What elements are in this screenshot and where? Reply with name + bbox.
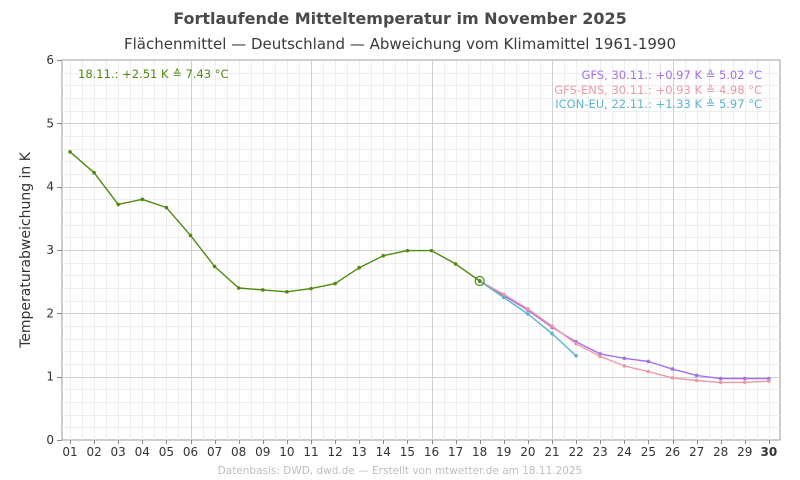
- y-axis: 0 1 2 3 4 5 6: [46, 53, 62, 447]
- x-tick-label: 01: [62, 445, 77, 459]
- x-tick-label: 22: [568, 445, 583, 459]
- data-point-gfs-ens: [670, 376, 675, 380]
- x-tick-label: 14: [376, 445, 391, 459]
- data-point-gfs: [598, 352, 602, 356]
- x-tick-label: 15: [400, 445, 415, 459]
- annotation-current: 18.11.: +2.51 K ≙ 7.43 °C: [78, 67, 229, 81]
- y-tick-label: 0: [46, 433, 54, 447]
- x-tick-label: 23: [593, 445, 608, 459]
- data-point-beobachtung: [357, 265, 362, 270]
- x-tick-label: 13: [352, 445, 367, 459]
- x-tick-label: 04: [135, 445, 150, 459]
- chart-title: Fortlaufende Mitteltemperatur im Novembe…: [173, 9, 627, 28]
- series-beobachtung: [68, 150, 482, 294]
- x-tick-label: 25: [641, 445, 656, 459]
- x-tick-label: 18: [472, 445, 487, 459]
- data-point-beobachtung: [68, 150, 72, 154]
- annotation-gfs-ens: GFS-ENS, 30.11.: +0.93 K ≙ 4.98 °C: [554, 83, 762, 97]
- x-tick-label: 27: [689, 445, 704, 459]
- data-point-gfs-ens: [598, 354, 602, 359]
- data-point-gfs-ens: [526, 307, 530, 311]
- data-point-beobachtung: [92, 170, 96, 175]
- data-point-beobachtung: [429, 248, 434, 253]
- x-tick-label: 19: [496, 445, 511, 459]
- marker-layer: [474, 275, 485, 287]
- data-point-beobachtung: [236, 286, 241, 290]
- y-tick-label: 1: [46, 370, 54, 384]
- y-tick-label: 2: [46, 306, 54, 320]
- x-tick-label: 06: [183, 445, 198, 459]
- y-tick-label: 5: [46, 116, 54, 130]
- series-gfs-ens: [477, 279, 771, 385]
- y-tick-label: 4: [46, 180, 54, 194]
- annotation-icon-eu: ICON-EU, 22.11.: +1.33 K ≙ 5.97 °C: [555, 97, 762, 111]
- data-point-beobachtung: [333, 281, 337, 286]
- data-point-gfs-ens: [502, 292, 506, 297]
- data-point-beobachtung: [140, 197, 145, 202]
- data-point-gfs: [646, 359, 651, 364]
- data-point-gfs-ens: [767, 379, 771, 383]
- y-tick-label: 3: [46, 243, 54, 257]
- x-tick-label: 03: [111, 445, 126, 459]
- data-point-beobachtung: [212, 264, 217, 269]
- footer-source: Datenbasis: DWD, dwd.de — Erstellt von m…: [218, 465, 583, 477]
- x-tick-label: 28: [713, 445, 728, 459]
- data-point-icon-eu: [550, 331, 554, 336]
- x-tick-label: 29: [737, 445, 752, 459]
- x-tick-label: 09: [255, 445, 270, 459]
- data-point-gfs: [767, 376, 771, 381]
- data-point-gfs-ens: [694, 378, 699, 383]
- data-point-beobachtung: [405, 248, 410, 253]
- data-point-gfs-ens: [743, 380, 747, 385]
- data-point-gfs: [718, 376, 723, 381]
- x-tick-label: 10: [279, 445, 294, 459]
- x-tick-label: 07: [207, 445, 222, 459]
- data-point-icon-eu: [574, 353, 578, 358]
- data-point-gfs: [670, 367, 675, 371]
- series-line-beobachtung: [69, 151, 481, 293]
- data-point-beobachtung: [188, 233, 193, 238]
- data-point-gfs-ens: [718, 380, 723, 385]
- data-point-gfs: [622, 356, 627, 361]
- x-tick-label: 12: [327, 445, 342, 459]
- data-point-beobachtung: [285, 290, 289, 294]
- data-point-gfs: [743, 376, 747, 381]
- x-tick-label: 20: [520, 445, 535, 459]
- x-tick-label: 02: [86, 445, 101, 459]
- x-tick-label: 11: [303, 445, 318, 459]
- data-point-icon-eu: [502, 295, 506, 300]
- current-value-marker-dot: [478, 279, 482, 283]
- data-point-beobachtung: [164, 205, 169, 210]
- x-tick-label: 26: [665, 445, 680, 459]
- annotation-gfs: GFS, 30.11.: +0.97 K ≙ 5.02 °C: [582, 68, 762, 82]
- x-tick-label: 17: [448, 445, 463, 459]
- x-tick-label: 16: [424, 445, 439, 459]
- x-tick-label: 24: [617, 445, 632, 459]
- data-point-gfs-ens: [622, 364, 627, 368]
- x-tick-label: 30: [761, 445, 778, 459]
- data-point-gfs: [694, 373, 699, 378]
- x-axis: 01 02 03 04 05 06 07 08 09 10 11 12 13 14 15 16 17 18 19 20…: [62, 440, 777, 459]
- data-point-beobachtung: [261, 288, 265, 292]
- data-point-beobachtung: [309, 286, 313, 291]
- data-point-gfs-ens: [646, 369, 651, 374]
- data-point-gfs-ens: [574, 341, 578, 346]
- current-value-marker: [474, 275, 485, 287]
- data-point-icon-eu: [526, 312, 530, 316]
- data-point-beobachtung: [381, 253, 386, 258]
- data-point-beobachtung: [453, 262, 458, 266]
- data-point-gfs-ens: [550, 324, 554, 328]
- series-layer: [68, 150, 771, 385]
- chart-subtitle: Flächenmittel — Deutschland — Abweichung…: [124, 35, 676, 53]
- y-axis-label: Temperaturabweichung in K: [18, 151, 34, 349]
- data-point-beobachtung: [116, 202, 120, 207]
- y-tick-label: 6: [46, 53, 54, 67]
- x-tick-label: 05: [159, 445, 174, 459]
- x-tick-label: 08: [231, 445, 246, 459]
- x-tick-label: 21: [544, 445, 559, 459]
